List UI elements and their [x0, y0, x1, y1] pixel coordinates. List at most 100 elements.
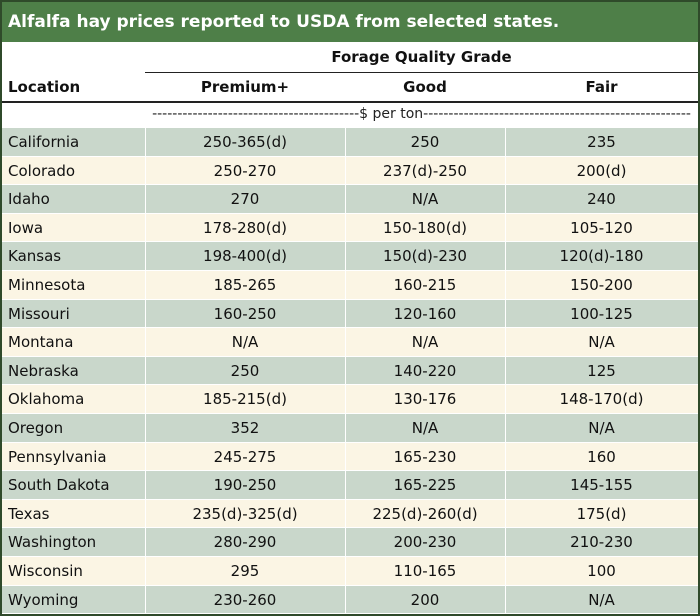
column-divider [505, 356, 506, 385]
column-header-premium: Premium+ [200, 78, 290, 96]
column-divider [505, 328, 506, 356]
column-divider [505, 413, 506, 442]
fair-price-cell: 125 [587, 361, 616, 380]
premium-price-cell: 190-250 [213, 476, 277, 495]
premium-price-cell: 352 [230, 418, 260, 437]
column-divider [345, 585, 346, 614]
table-row: Idaho 270 N/A 240 [2, 185, 698, 214]
good-price-cell: 237(d)-250 [383, 161, 467, 180]
premium-price-cell: 280-290 [213, 533, 277, 552]
table-row: California 250-365(d) 250 235 [2, 128, 698, 157]
fair-price-cell: 145-155 [570, 476, 633, 495]
table-header: Forage Quality Grade Location Premium+ G… [2, 42, 698, 103]
column-divider [145, 270, 146, 299]
location-cell: Kansas [8, 247, 62, 266]
column-divider [345, 328, 346, 356]
column-divider [345, 413, 346, 442]
premium-price-cell: 235(d)-325(d) [192, 504, 298, 523]
good-price-cell: 110-165 [393, 561, 457, 580]
column-divider [505, 156, 506, 185]
column-divider [505, 442, 506, 471]
column-divider [505, 270, 506, 299]
table-row: Minnesota 185-265 160-215 150-200 [2, 270, 698, 300]
location-cell: Wyoming [8, 590, 79, 609]
good-price-cell: 140-220 [393, 361, 457, 380]
premium-price-cell: 160-250 [213, 304, 277, 323]
premium-price-cell: 250 [230, 361, 260, 380]
column-divider [145, 185, 146, 213]
fair-price-cell: 148-170(d) [559, 390, 644, 409]
column-divider [505, 185, 506, 213]
fair-price-cell: N/A [588, 590, 615, 609]
location-cell: Texas [8, 504, 50, 523]
fair-price-cell: 100 [587, 561, 616, 580]
good-price-cell: N/A [411, 418, 439, 437]
table-row: Nebraska 250 140-220 125 [2, 356, 698, 386]
premium-price-cell: 230-260 [213, 590, 277, 609]
column-divider [345, 128, 346, 156]
good-price-cell: 225(d)-260(d) [372, 504, 478, 523]
table-row: Oregon 352 N/A N/A [2, 413, 698, 443]
column-divider [145, 499, 146, 528]
good-price-cell: 150(d)-230 [383, 247, 467, 266]
header-rule [2, 101, 698, 103]
column-divider [505, 299, 506, 328]
grade-group-label: Forage Quality Grade [331, 48, 512, 66]
fair-price-cell: 120(d)-180 [559, 247, 644, 266]
good-price-cell: 250 [410, 133, 440, 151]
table-row: Kansas 198-400(d) 150(d)-230 120(d)-180 [2, 242, 698, 271]
good-price-cell: 120-160 [393, 304, 457, 323]
location-cell: Iowa [8, 218, 44, 237]
column-divider [145, 556, 146, 585]
premium-price-cell: N/A [231, 333, 259, 352]
premium-price-cell: 178-280(d) [203, 218, 287, 237]
column-divider [505, 528, 506, 556]
location-cell: Oklahoma [8, 390, 85, 409]
column-divider [505, 499, 506, 528]
table-row: Iowa 178-280(d) 150-180(d) 105-120 [2, 213, 698, 243]
column-divider [145, 528, 146, 556]
good-price-cell: 165-225 [393, 476, 457, 495]
location-cell: Idaho [8, 190, 50, 209]
column-divider [345, 356, 346, 385]
location-cell: Pennsylvania [8, 447, 107, 466]
premium-price-cell: 185-215(d) [203, 390, 287, 409]
table-row: Washington 280-290 200-230 210-230 [2, 528, 698, 557]
column-divider [145, 585, 146, 614]
column-divider [145, 385, 146, 413]
column-divider [345, 442, 346, 471]
column-divider [505, 556, 506, 585]
location-cell: Washington [8, 533, 97, 552]
column-divider [345, 499, 346, 528]
premium-price-cell: 185-265 [213, 275, 277, 294]
good-price-cell: 200-230 [393, 533, 457, 552]
column-divider [145, 156, 146, 185]
table-row: Missouri 160-250 120-160 100-125 [2, 299, 698, 329]
column-divider [145, 413, 146, 442]
column-divider [145, 442, 146, 471]
column-divider [345, 528, 346, 556]
table-row: Wisconsin 295 110-165 100 [2, 556, 698, 586]
fair-price-cell: N/A [588, 333, 615, 352]
location-cell: California [8, 133, 80, 151]
column-divider [505, 128, 506, 156]
good-price-cell: 165-230 [393, 447, 457, 466]
column-divider [145, 128, 146, 156]
column-divider [505, 213, 506, 242]
table-row: South Dakota 190-250 165-225 145-155 [2, 471, 698, 500]
column-divider [145, 356, 146, 385]
premium-price-cell: 245-275 [213, 447, 277, 466]
column-divider [145, 242, 146, 270]
table-row: Oklahoma 185-215(d) 130-176 148-170(d) [2, 385, 698, 414]
fair-price-cell: 175(d) [576, 504, 627, 523]
column-divider [345, 185, 346, 213]
good-price-cell: 130-176 [393, 390, 457, 409]
location-cell: Wisconsin [8, 561, 83, 580]
fair-price-cell: 240 [587, 190, 616, 209]
location-cell: South Dakota [8, 476, 110, 495]
column-divider [345, 299, 346, 328]
column-divider [345, 156, 346, 185]
unit-label: ----------------------------------------… [152, 106, 691, 122]
column-divider [345, 270, 346, 299]
column-divider [145, 213, 146, 242]
